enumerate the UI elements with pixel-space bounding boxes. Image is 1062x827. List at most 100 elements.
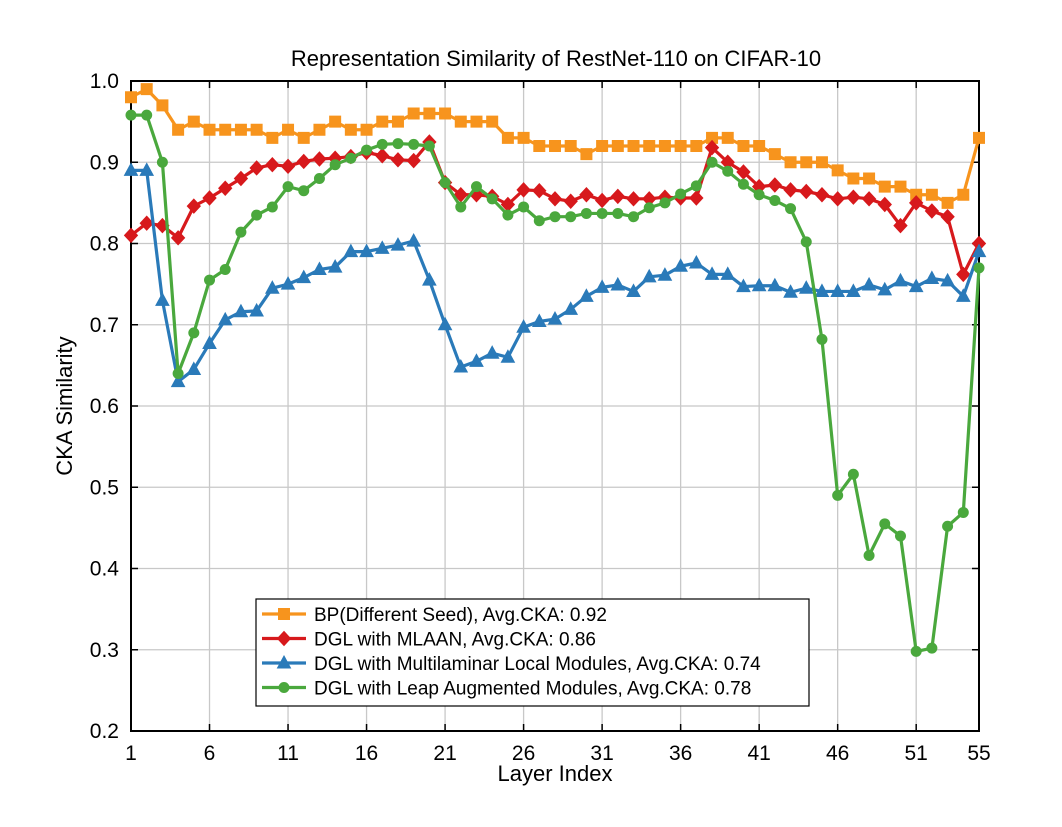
data-point: [501, 131, 514, 144]
data-point: [170, 373, 186, 388]
data-point: [580, 207, 592, 219]
data-point: [877, 196, 892, 213]
data-point: [517, 131, 530, 144]
x-tick-label: 31: [590, 742, 613, 765]
data-point: [909, 195, 924, 211]
data-point: [908, 278, 924, 293]
data-point: [784, 156, 797, 169]
data-point: [910, 645, 922, 657]
data-point: [926, 642, 938, 654]
data-point: [250, 123, 263, 136]
data-point: [924, 203, 940, 219]
data-point: [737, 140, 750, 152]
data-point: [249, 160, 264, 176]
data-point: [437, 316, 453, 331]
data-point: [830, 191, 845, 207]
data-point: [313, 173, 325, 184]
data-point: [863, 550, 875, 561]
data-point: [893, 272, 908, 287]
data-point: [799, 183, 814, 200]
data-point: [847, 172, 860, 185]
data-point: [941, 196, 954, 209]
data-point: [531, 313, 547, 327]
axis-ticks: 1 6 11 16 21 26 31 36 41 46 51 550.20.30.40.50.60.7…: [90, 70, 991, 765]
data-point: [879, 518, 891, 530]
x-tick-label: 51: [905, 742, 928, 765]
data-point: [155, 292, 170, 306]
data-point: [406, 152, 421, 169]
data-point: [658, 140, 671, 152]
data-point: [343, 243, 359, 258]
data-point: [814, 187, 830, 203]
data-point: [500, 349, 516, 363]
data-point: [877, 281, 893, 296]
data-point: [673, 258, 688, 272]
data-point: [390, 237, 406, 251]
data-point: [973, 262, 985, 274]
legend-marker: [278, 608, 290, 620]
data-point: [219, 264, 231, 275]
y-tick-label: 0.5: [90, 476, 119, 499]
data-point: [753, 189, 765, 201]
data-point: [971, 243, 987, 258]
data-point: [563, 193, 578, 209]
data-point: [688, 254, 704, 269]
data-point: [422, 272, 437, 286]
data-point: [375, 148, 390, 164]
data-point: [218, 180, 233, 196]
legend-entry: DGL with Leap Augmented Modules, Avg.CKA…: [262, 679, 751, 700]
data-point: [188, 327, 200, 339]
data-point: [626, 191, 641, 207]
data-point: [720, 266, 736, 280]
data-point: [327, 259, 343, 273]
data-point: [704, 266, 720, 280]
data-point: [233, 303, 249, 318]
data-point: [737, 178, 749, 190]
data-point: [579, 288, 594, 302]
series-4: [125, 109, 985, 657]
data-point: [580, 148, 593, 161]
data-point: [689, 190, 704, 206]
data-point: [973, 131, 985, 144]
data-point: [123, 162, 139, 176]
data-point: [266, 131, 279, 144]
data-point: [940, 208, 955, 225]
data-point: [846, 189, 861, 205]
data-point: [345, 152, 357, 164]
data-point: [376, 138, 388, 150]
data-point: [280, 158, 296, 175]
x-tick-label: 46: [826, 742, 849, 765]
data-point: [406, 233, 422, 247]
x-tick-label: 36: [669, 742, 692, 765]
data-point: [439, 107, 452, 120]
data-point: [502, 209, 514, 221]
data-point: [423, 107, 436, 120]
data-point: [453, 358, 469, 373]
chart-title: Representation Similarity of RestNet-110…: [291, 46, 821, 71]
data-point: [893, 217, 908, 234]
data-point: [264, 280, 280, 294]
data-point: [690, 140, 703, 152]
data-point: [280, 276, 296, 290]
data-point: [533, 215, 545, 227]
data-point: [722, 165, 734, 177]
data-point: [721, 131, 734, 144]
data-point: [863, 172, 876, 185]
y-tick-label: 0.7: [90, 314, 119, 337]
data-point: [659, 197, 671, 209]
data-point: [815, 156, 828, 169]
data-point: [390, 152, 406, 168]
data-point: [847, 468, 859, 480]
data-point: [297, 131, 310, 144]
data-point: [202, 335, 217, 349]
data-point: [579, 187, 594, 203]
data-point: [690, 180, 702, 192]
y-tick-label: 0.9: [90, 151, 119, 174]
legend-box: [255, 598, 810, 707]
data-point: [641, 268, 657, 283]
data-point: [594, 192, 610, 209]
y-tick-label: 0.4: [90, 558, 120, 581]
data-point: [783, 182, 798, 198]
data-point: [392, 138, 404, 150]
data-point: [312, 261, 327, 275]
